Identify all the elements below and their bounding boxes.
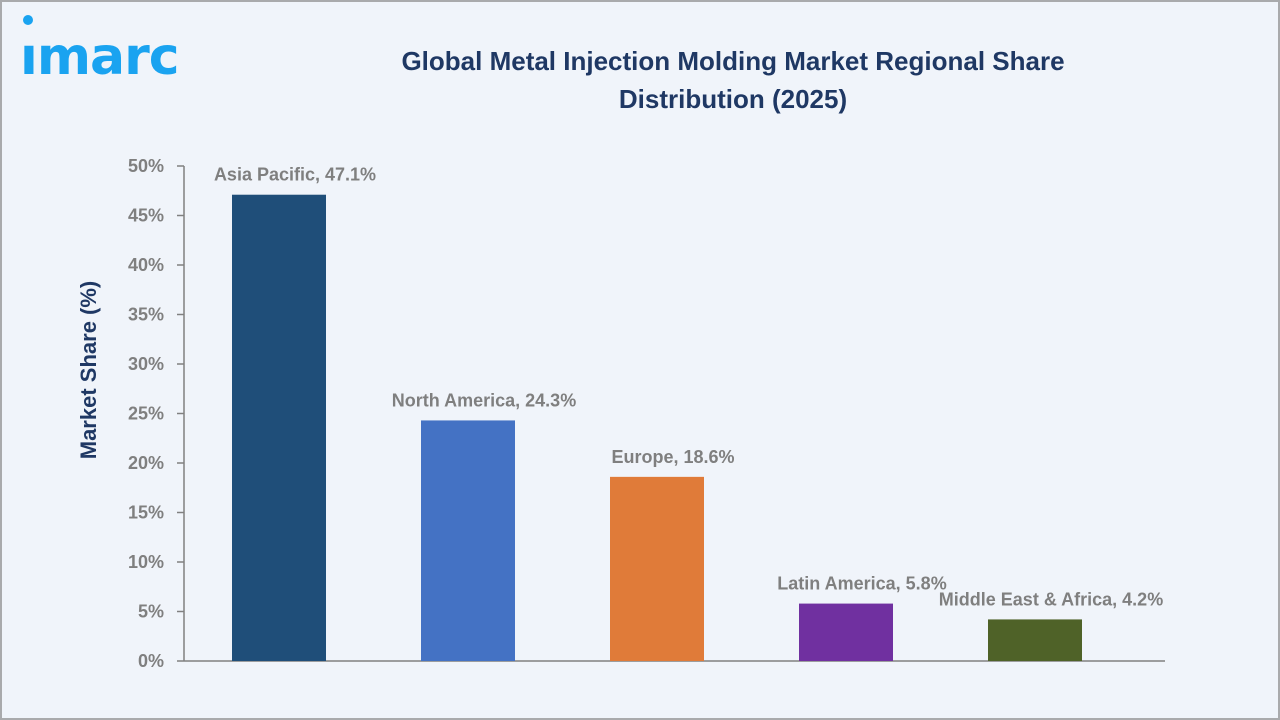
y-tick-label: 15% — [128, 503, 164, 523]
bar-asia-pacific — [232, 194, 326, 661]
y-tick-label: 30% — [128, 354, 164, 374]
data-label: North America, 24.3% — [392, 390, 576, 410]
data-label: Asia Pacific, 47.1% — [214, 165, 376, 185]
bar-europe — [610, 476, 704, 661]
bar-north-america — [421, 420, 515, 661]
data-label: Europe, 18.6% — [611, 447, 734, 467]
y-tick-label: 0% — [138, 651, 164, 671]
y-tick-label: 50% — [128, 156, 164, 176]
svg-text:ımarc: ımarc — [20, 27, 179, 82]
y-tick-label: 5% — [138, 602, 164, 622]
y-tick-label: 40% — [128, 255, 164, 275]
bar-latin-america — [799, 603, 893, 661]
data-label: Latin America, 5.8% — [777, 574, 946, 594]
y-tick-label: 25% — [128, 404, 164, 424]
chart-title-line-1: Global Metal Injection Molding Market Re… — [401, 46, 1065, 76]
y-tick-label: 45% — [128, 206, 164, 226]
y-tick-label: 20% — [128, 453, 164, 473]
imarc-logo: ımarc — [20, 12, 205, 87]
bar-middle-east-africa — [988, 619, 1082, 661]
data-label: Middle East & Africa, 4.2% — [939, 589, 1163, 609]
chart-title: Global Metal Injection Molding Market Re… — [300, 42, 1166, 118]
chart-title-line-2: Distribution (2025) — [618, 84, 848, 114]
y-axis-label: Market Share (%) — [76, 281, 101, 460]
y-tick-label: 10% — [128, 552, 164, 572]
y-tick-label: 35% — [128, 305, 164, 325]
